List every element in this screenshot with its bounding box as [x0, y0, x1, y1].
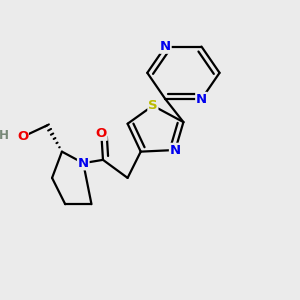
Text: N: N — [196, 93, 207, 106]
Text: N: N — [78, 157, 89, 169]
Text: O: O — [17, 130, 28, 143]
Text: H: H — [0, 129, 9, 142]
Text: N: N — [170, 143, 181, 157]
Text: O: O — [96, 127, 107, 140]
Text: S: S — [148, 99, 158, 112]
Text: N: N — [160, 40, 171, 53]
